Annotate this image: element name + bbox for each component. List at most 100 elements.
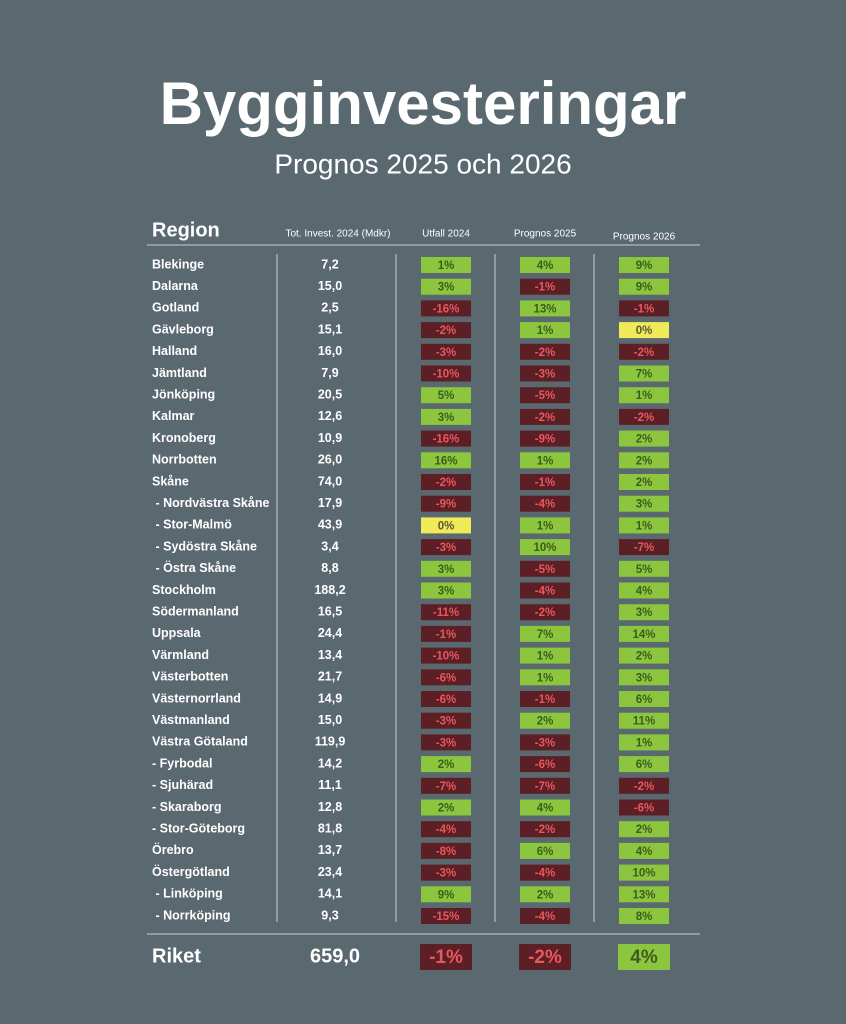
change-value: -9% (535, 434, 555, 446)
change-value: 4% (636, 846, 653, 858)
change-cell (421, 452, 471, 469)
region-name: Örebro (152, 842, 194, 857)
column-header: Prognos 2025 (514, 229, 577, 240)
change-cell (520, 821, 570, 838)
region-name: Dalarna (152, 279, 199, 293)
change-value: -4% (535, 868, 555, 880)
investment-value: 24,4 (318, 626, 342, 640)
investment-value: 20,5 (318, 387, 342, 401)
change-cell (421, 517, 471, 534)
change-value: 2% (636, 455, 653, 467)
change-value: 3% (438, 586, 455, 598)
change-value: 14% (632, 629, 655, 641)
investment-value: 12,6 (318, 409, 342, 423)
change-cell (421, 625, 471, 642)
change-cell (520, 495, 570, 512)
investment-value: 119,9 (315, 735, 346, 749)
change-cell (421, 734, 471, 751)
change-value: 3% (636, 607, 653, 619)
change-value: -2% (535, 412, 555, 424)
change-value: -5% (535, 390, 555, 402)
change-cell (619, 625, 669, 642)
change-value: 4% (630, 947, 658, 968)
change-cell (619, 474, 669, 490)
change-cell (520, 452, 570, 469)
change-value: 1% (636, 390, 653, 402)
change-cell (619, 517, 669, 534)
change-value: -9% (436, 499, 456, 511)
change-cell (421, 387, 471, 404)
change-value: 3% (438, 564, 455, 576)
investment-value: 12,8 (318, 800, 342, 814)
change-cell (619, 278, 669, 295)
change-value: 6% (636, 694, 653, 706)
change-cell (520, 734, 570, 751)
change-cell (619, 452, 669, 469)
change-value: 10% (533, 542, 556, 554)
region-name: Halland (152, 344, 197, 358)
change-value: -3% (436, 737, 456, 749)
change-cell (421, 408, 471, 425)
change-value: -7% (634, 542, 654, 554)
change-cell (619, 539, 669, 556)
change-value: -4% (535, 911, 555, 923)
region-name: Västmanland (152, 713, 230, 727)
change-cell (520, 257, 570, 273)
change-value: 1% (537, 455, 554, 467)
investment-value: 188,2 (314, 583, 345, 597)
change-cell (421, 300, 471, 317)
investment-value: 15,1 (318, 322, 342, 336)
change-cell (619, 799, 669, 816)
change-cell (520, 625, 570, 642)
change-value: 5% (636, 564, 653, 576)
region-name: - Skaraborg (152, 800, 221, 814)
change-value: 0% (438, 520, 455, 532)
change-cell (421, 864, 471, 881)
change-value: -7% (535, 781, 555, 793)
change-cell (619, 712, 669, 729)
change-value: -2% (535, 347, 555, 359)
change-cell (619, 842, 669, 859)
investment-value: 14,1 (318, 887, 342, 901)
change-cell (421, 799, 471, 816)
change-cell (421, 647, 471, 664)
change-value: -7% (436, 781, 456, 793)
change-cell (421, 365, 471, 382)
change-cell (619, 734, 669, 751)
change-cell (520, 756, 570, 773)
region-name: - Fyrbodal (152, 756, 212, 770)
change-value: -2% (535, 607, 555, 619)
change-value: 7% (537, 629, 554, 641)
change-value: 13% (632, 889, 655, 901)
change-cell (421, 886, 471, 903)
change-cell (421, 322, 471, 339)
region-name: Västernorrland (152, 691, 241, 705)
change-cell (520, 647, 570, 664)
change-value: 4% (537, 803, 554, 815)
change-cell (619, 669, 669, 686)
change-cell (520, 278, 570, 295)
change-cell (421, 842, 471, 859)
investment-value: 43,9 (318, 518, 342, 532)
change-value: 2% (438, 803, 455, 815)
change-value: -3% (436, 347, 456, 359)
region-name: - Nordvästra Skåne (152, 496, 269, 510)
change-value: -6% (436, 694, 456, 706)
change-value: 13% (533, 303, 556, 315)
region-name: Värmland (152, 648, 209, 662)
change-value: -2% (634, 347, 654, 359)
change-value: 1% (537, 520, 554, 532)
change-value: -3% (535, 369, 555, 381)
change-cell (520, 908, 570, 924)
change-value: -4% (535, 586, 555, 598)
change-value: -16% (433, 303, 460, 315)
region-name: Kronoberg (152, 431, 216, 445)
change-cell (619, 430, 669, 447)
column-header: Utfall 2024 (422, 229, 470, 240)
investment-value: 16,5 (318, 604, 342, 618)
change-value: 3% (438, 412, 455, 424)
change-value: -2% (535, 824, 555, 836)
change-value: -3% (436, 716, 456, 728)
region-name: - Sjuhärad (152, 778, 213, 792)
change-cell (619, 777, 669, 794)
